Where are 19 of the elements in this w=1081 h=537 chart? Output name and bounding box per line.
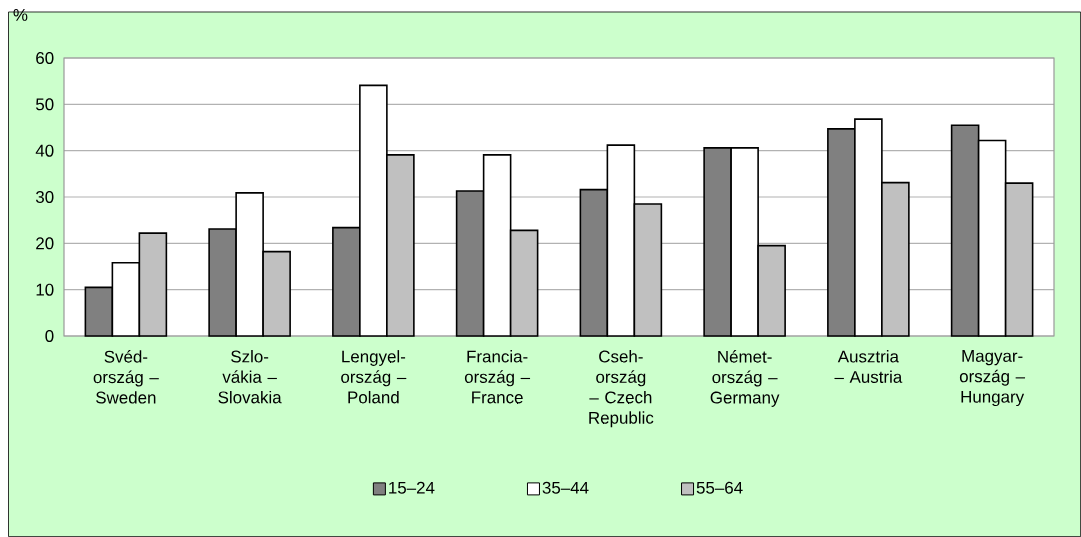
x-tick-label: Lengyel-ország – Poland: [341, 350, 407, 404]
y-tick-label: 50: [35, 98, 54, 111]
x-tick-label: Cseh-ország – Czech Republic: [589, 350, 654, 428]
x-tick-label: Magyar-ország – Hungary: [959, 350, 1026, 407]
y-tick-label: 30: [35, 191, 54, 203]
y-tick-label: 0: [45, 330, 54, 342]
legend-label: 15–24: [389, 481, 435, 494]
x-tick-label: Német-ország – Germany: [710, 350, 780, 407]
y-tick-label: 10: [36, 283, 54, 296]
x-tick-label: Ausztria – Austria: [834, 350, 903, 383]
x-tick-label: Francia-ország – France: [464, 350, 531, 404]
legend-label: 55–64: [696, 481, 743, 494]
y-tick-label: 20: [36, 237, 54, 250]
x-tick-label: Szlo-vákia – Slovakia: [218, 350, 282, 404]
y-axis-title: %: [13, 8, 28, 21]
y-tick-label: 40: [35, 144, 54, 157]
legend-label: 35–44: [542, 481, 589, 494]
y-tick-label: 60: [36, 52, 54, 65]
x-tick-label: Svéd-ország – Sweden: [93, 350, 159, 404]
